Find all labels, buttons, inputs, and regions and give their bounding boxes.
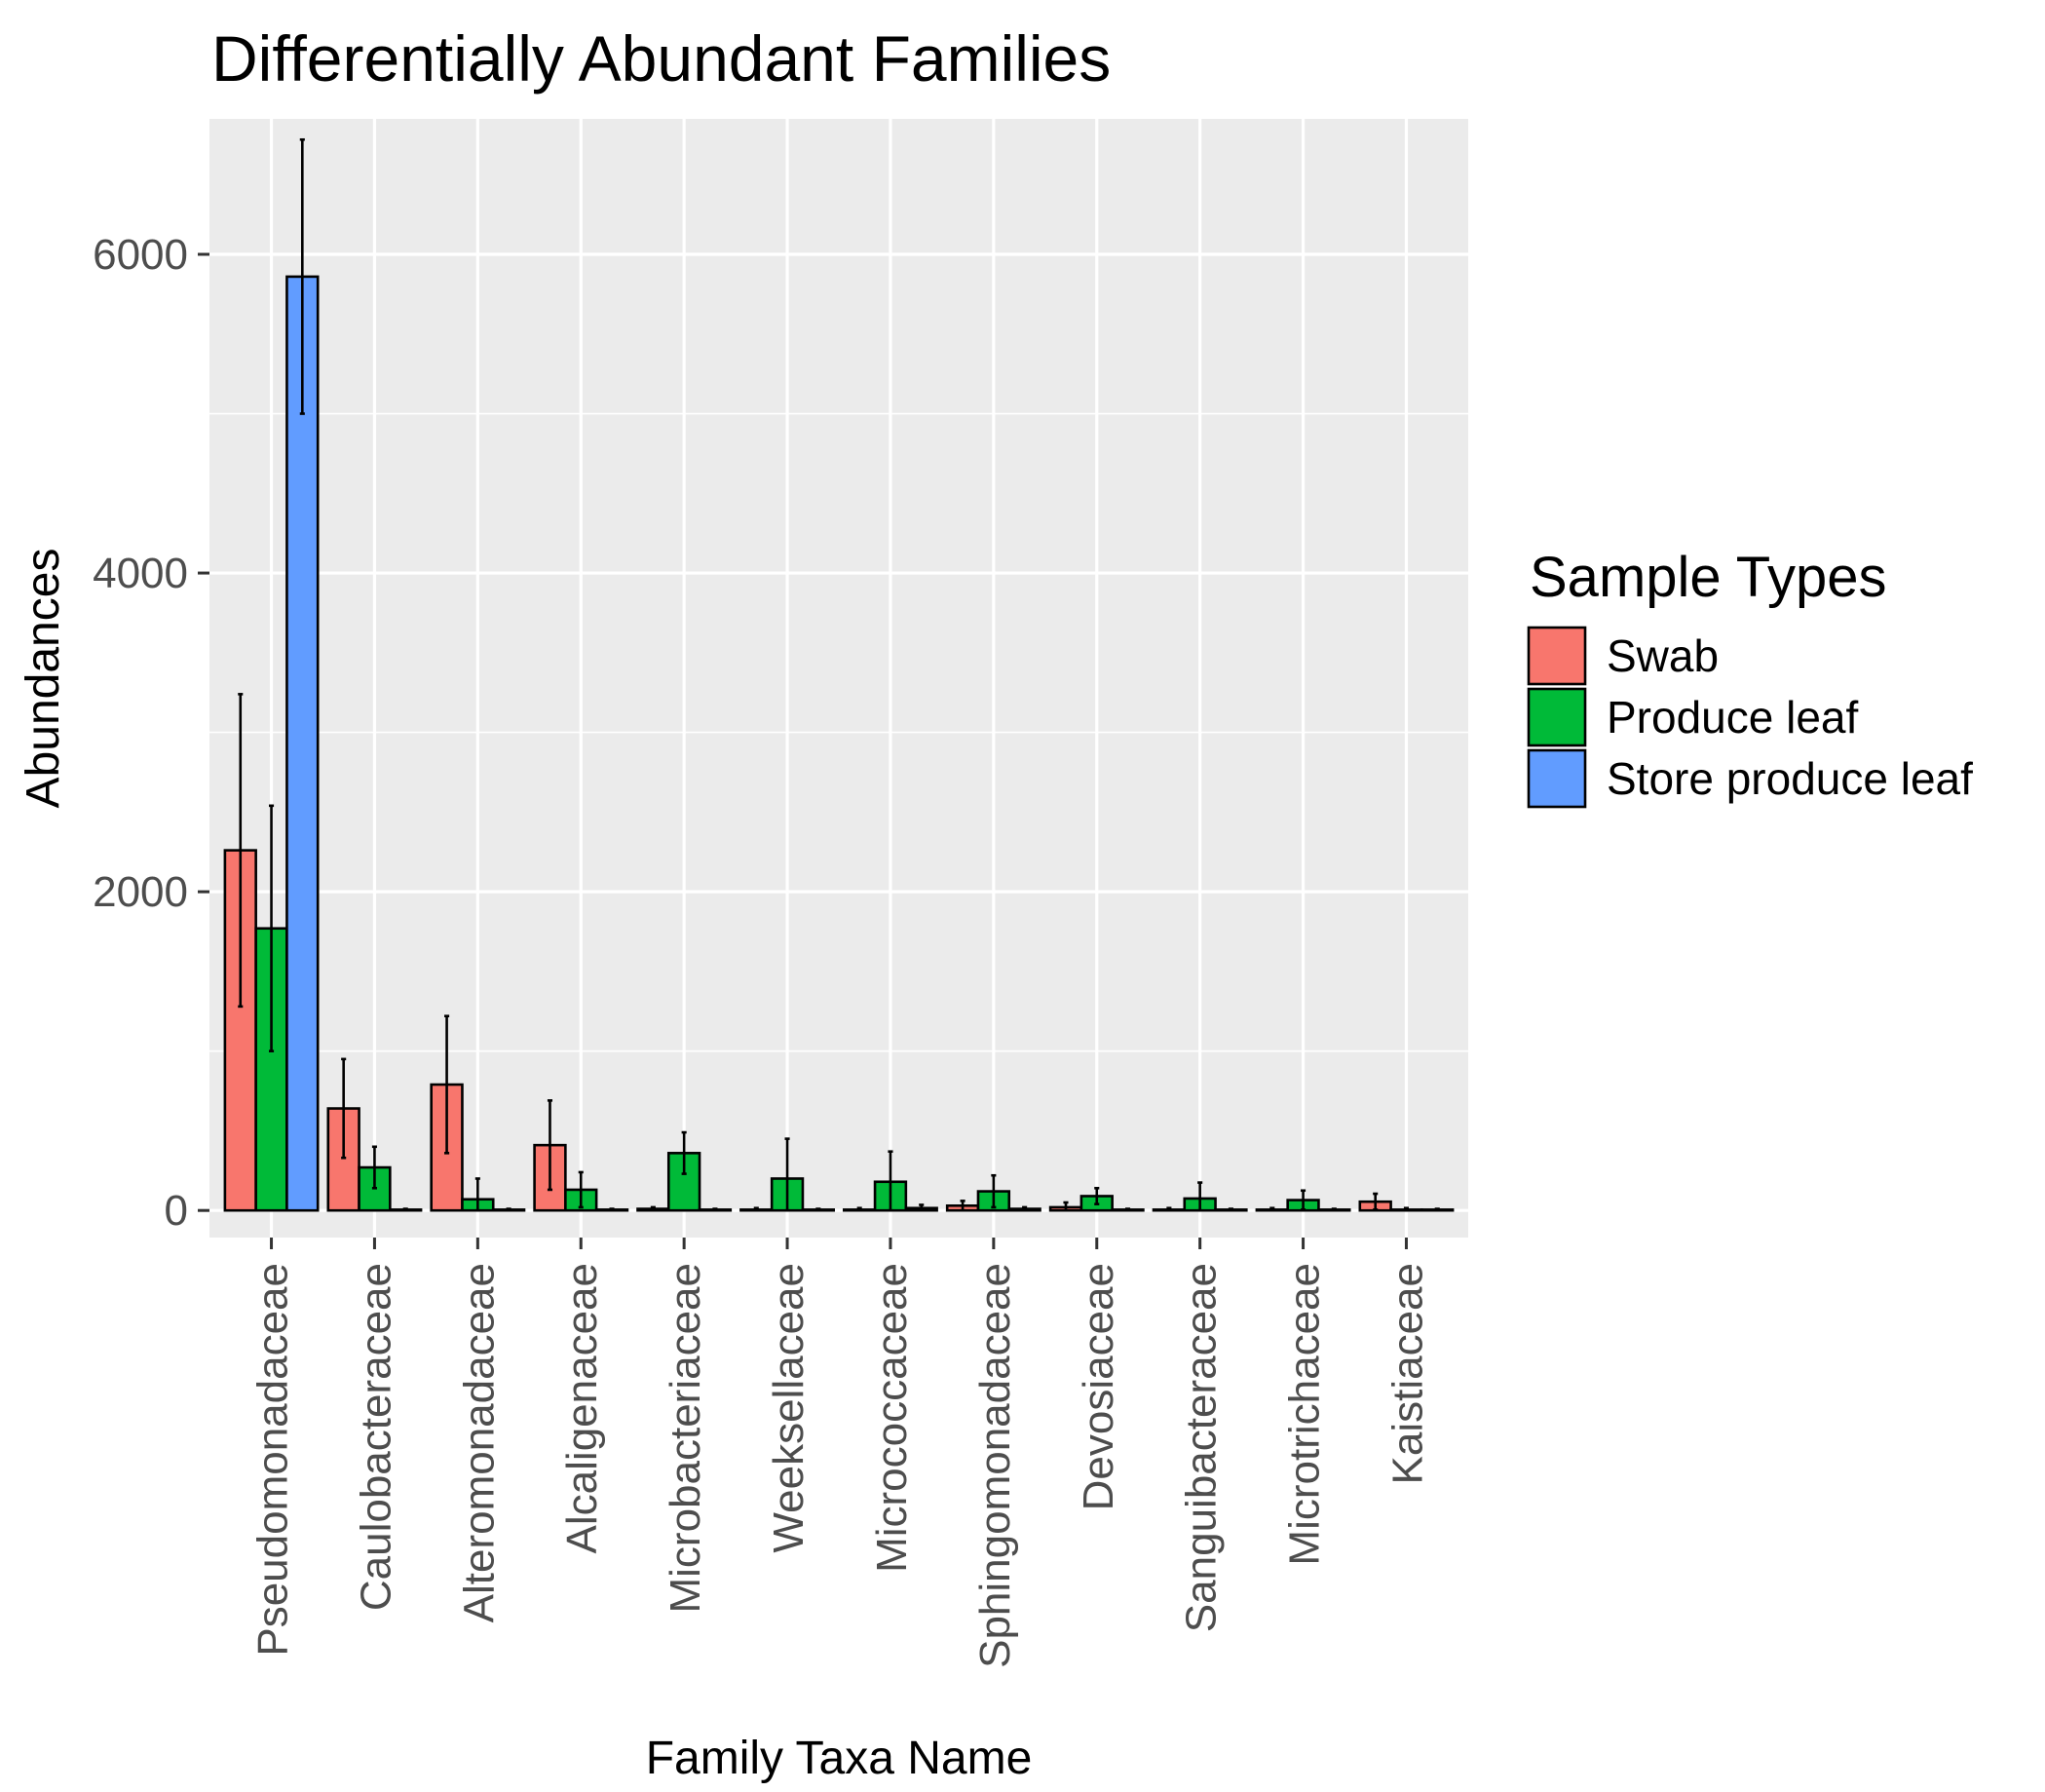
bar xyxy=(285,275,320,1212)
legend-label: Produce leaf xyxy=(1607,692,1858,743)
chart-title: Differentially Abundant Families xyxy=(211,22,1111,95)
error-bars xyxy=(238,137,1440,1212)
x-tick-label: Microbacteriaceae xyxy=(662,1263,709,1614)
x-tick-label: Microtrichaceae xyxy=(1281,1263,1329,1566)
x-tick-label: Weeksellaceae xyxy=(765,1263,813,1553)
x-tick-label: Pseudomonadaceae xyxy=(249,1263,297,1657)
x-tick-label: Alcaligenaceae xyxy=(558,1263,606,1553)
x-axis: Pseudomonadaceae Caulobacteraceae Alteromo… xyxy=(249,1238,1431,1668)
grid-major xyxy=(209,119,1468,1238)
legend-items: Swab Produce leaf Store produce leaf xyxy=(1527,626,1973,809)
y-axis: 0 2000 4000 6000 xyxy=(93,231,209,1235)
x-tick-label: Micrococcaceae xyxy=(868,1263,916,1573)
x-tick-label: Kaistiaceae xyxy=(1383,1263,1431,1484)
legend-key xyxy=(1527,687,1587,747)
grid-minor xyxy=(209,412,1468,1052)
x-tick-label: Sphingomonadaceae xyxy=(971,1263,1019,1668)
y-tick-label: 6000 xyxy=(93,231,188,279)
legend-title: Sample Types xyxy=(1530,546,1886,609)
y-axis-title: Abundances xyxy=(18,549,69,809)
x-tick-label: Devosiaceae xyxy=(1075,1263,1122,1510)
legend-label: Store produce leaf xyxy=(1607,753,1973,804)
y-tick-label: 4000 xyxy=(93,550,188,597)
x-tick-label: Caulobacteraceae xyxy=(352,1263,399,1611)
legend-key xyxy=(1527,626,1587,686)
legend-key xyxy=(1527,748,1587,809)
y-tick-label: 2000 xyxy=(93,868,188,916)
plot-panel xyxy=(209,119,1468,1238)
legend: Sample Types Swab Produce leaf Store produ… xyxy=(1527,546,1973,809)
x-tick-label: Sanguibacteraceae xyxy=(1178,1263,1226,1632)
y-tick-label: 0 xyxy=(165,1187,188,1235)
legend-label: Swab xyxy=(1607,630,1719,681)
x-tick-label: Alteromonadaceae xyxy=(455,1263,503,1622)
x-axis-title: Family Taxa Name xyxy=(646,1733,1033,1784)
